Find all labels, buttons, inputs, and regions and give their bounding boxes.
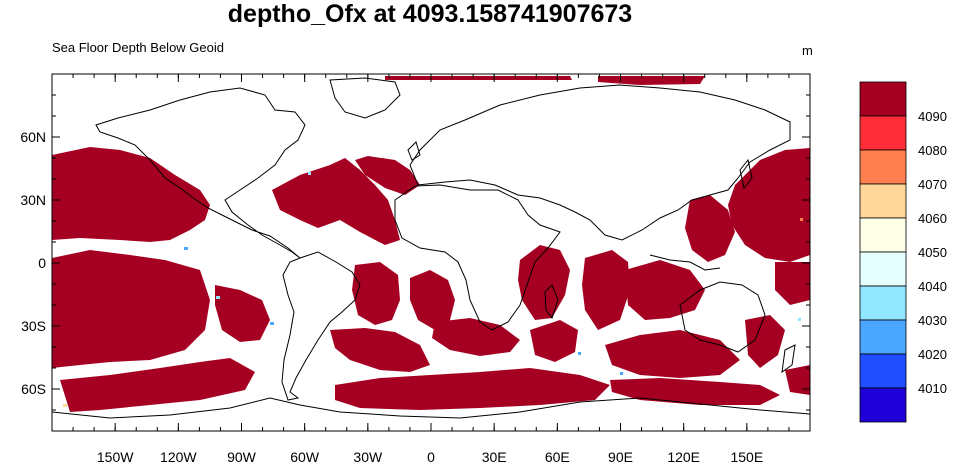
southwest-pacific-basin (785, 365, 810, 395)
colorbar-label: 4080 (918, 143, 947, 158)
tasman-basin (745, 315, 785, 368)
colorbar-label: 4090 (918, 109, 947, 124)
coastlines (52, 77, 810, 419)
colorbar-swatch (859, 81, 907, 117)
north-pacific-east-basin (52, 147, 210, 242)
lat-tick-label: 0 (38, 255, 46, 271)
central-pacific-east-edge (775, 262, 810, 305)
lon-tick-label: 120E (667, 449, 700, 465)
deep-ocean-fill (52, 76, 810, 412)
indonesia-coast (649, 254, 721, 271)
colorbar-swatch (859, 285, 907, 321)
wharton-basin (625, 260, 705, 320)
lat-tick-label: 30S (21, 318, 46, 334)
colorbar-label: 4060 (918, 211, 947, 226)
units-label: m (802, 43, 813, 58)
colorbar: 4090 4080 4070 4060 4050 4040 4030 4020 4010 (859, 81, 947, 423)
madagascar-coast (544, 284, 559, 320)
colorbar-label: 4030 (918, 313, 947, 328)
central-indian-basin (582, 250, 630, 330)
greenland-coast (329, 77, 401, 119)
africa-coast (394, 184, 561, 331)
lon-tick-label: 150E (730, 449, 763, 465)
japan-coast (739, 158, 753, 190)
southern-ocean-indian (610, 378, 780, 405)
lon-tick-label: 90W (227, 449, 257, 465)
north-atlantic-basin (272, 158, 400, 245)
northwest-pacific-basin (728, 148, 810, 262)
colorbar-label: 4050 (918, 245, 947, 260)
british-isles-coast (407, 141, 421, 161)
peru-chile-basin (215, 285, 270, 342)
weddell-enderby-belt (335, 368, 610, 410)
shelf-edge-pixels (63, 172, 803, 407)
colorbar-label: 4020 (918, 347, 947, 362)
eurasia-coast (409, 84, 791, 241)
colorbar-swatch (859, 353, 907, 389)
arctic-canada-basin (385, 76, 572, 80)
lon-tick-label: 60W (290, 449, 320, 465)
south-america-coast (281, 251, 361, 401)
antarctica-coast (52, 397, 810, 419)
chart-title: deptho_Ofx at 4093.158741907673 (227, 0, 633, 28)
southeast-pacific-basin (60, 358, 255, 412)
lon-tick-label: 90E (608, 449, 633, 465)
north-america-coast (95, 87, 306, 259)
colorbar-swatch (859, 251, 907, 287)
north-atlantic-north (355, 156, 420, 195)
colorbar-swatch (859, 183, 907, 219)
lon-tick-label: 30W (353, 449, 383, 465)
lon-tick-label: 30E (482, 449, 507, 465)
axis-ticks: 150W 120W 90W 60W 30W 0 30E 60E 90E 120E 150E 60N 30… (20, 74, 810, 465)
lon-tick-label: 0 (427, 449, 435, 465)
arctic-eurasian-basin (598, 76, 705, 85)
crozet-basin (530, 320, 578, 362)
mozambique-somali-basin (518, 245, 570, 320)
new-zealand-coast (781, 344, 796, 374)
lon-tick-label: 60E (545, 449, 570, 465)
colorbar-label: 4010 (918, 381, 947, 396)
colorbar-label: 4040 (918, 279, 947, 294)
variable-long-name: Sea Floor Depth Below Geoid (52, 40, 224, 55)
lat-tick-label: 60S (21, 381, 46, 397)
australia-coast (679, 281, 766, 353)
lon-tick-label: 120W (160, 449, 197, 465)
colorbar-swatch (859, 387, 907, 423)
map-plot-area (52, 74, 810, 431)
lat-tick-label: 30N (20, 192, 46, 208)
colorbar-swatch (859, 217, 907, 253)
colorbar-label: 4070 (918, 177, 947, 192)
lon-tick-label: 150W (97, 449, 134, 465)
colorbar-swatch (859, 319, 907, 355)
colorbar-swatch (859, 149, 907, 185)
argentine-basin (330, 328, 430, 372)
angola-cape-basin (410, 270, 455, 330)
philippine-sea-basin (685, 195, 735, 262)
brazil-basin (352, 262, 400, 325)
lat-tick-label: 60N (20, 129, 46, 145)
south-pacific-basin (52, 250, 210, 368)
colorbar-swatch (859, 115, 907, 151)
